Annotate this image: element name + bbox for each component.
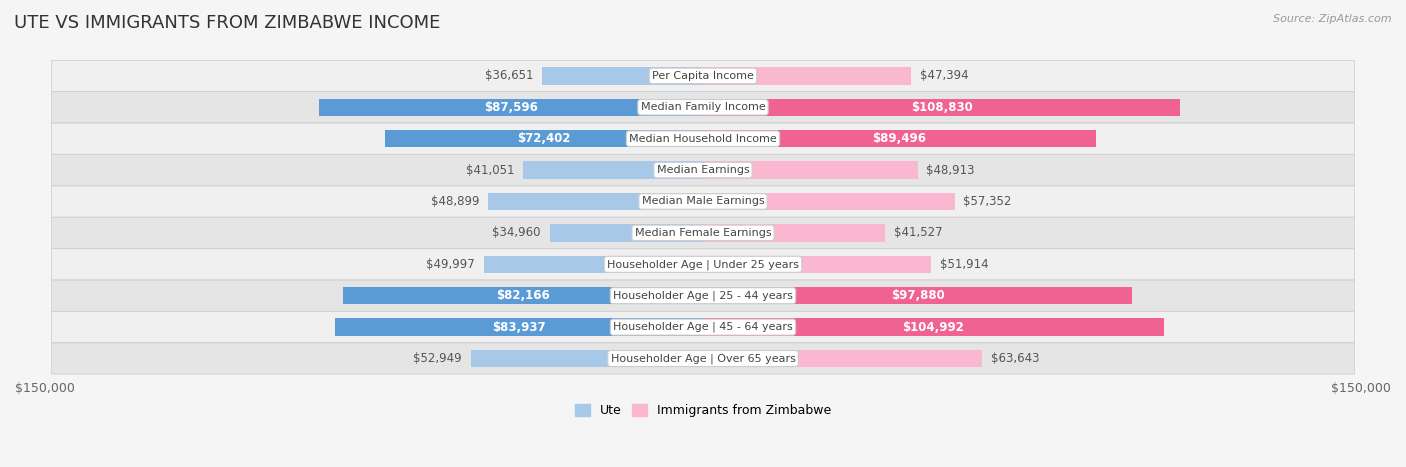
Text: $36,651: $36,651: [485, 70, 533, 82]
Bar: [703, 318, 1164, 336]
Bar: [319, 99, 703, 116]
Text: $83,937: $83,937: [492, 321, 546, 333]
FancyBboxPatch shape: [52, 92, 1354, 123]
Bar: [703, 162, 918, 179]
Text: Median Female Earnings: Median Female Earnings: [634, 228, 772, 238]
Bar: [703, 67, 911, 85]
Bar: [335, 318, 703, 336]
Text: $63,643: $63,643: [991, 352, 1039, 365]
Bar: [471, 350, 703, 367]
Text: $41,051: $41,051: [465, 163, 515, 177]
Bar: [703, 99, 1181, 116]
FancyBboxPatch shape: [52, 60, 1354, 92]
Text: UTE VS IMMIGRANTS FROM ZIMBABWE INCOME: UTE VS IMMIGRANTS FROM ZIMBABWE INCOME: [14, 14, 440, 32]
Text: $52,949: $52,949: [413, 352, 463, 365]
Text: Householder Age | 25 - 44 years: Householder Age | 25 - 44 years: [613, 290, 793, 301]
Text: $47,394: $47,394: [920, 70, 969, 82]
Text: Median Earnings: Median Earnings: [657, 165, 749, 175]
FancyBboxPatch shape: [52, 217, 1354, 248]
Bar: [703, 193, 955, 210]
Bar: [703, 130, 1095, 147]
Text: $108,830: $108,830: [911, 101, 973, 114]
Bar: [343, 287, 703, 304]
Text: Median Male Earnings: Median Male Earnings: [641, 197, 765, 206]
Bar: [543, 67, 703, 85]
Bar: [703, 224, 886, 241]
Text: $57,352: $57,352: [963, 195, 1012, 208]
Text: $82,166: $82,166: [496, 289, 550, 302]
Text: Source: ZipAtlas.com: Source: ZipAtlas.com: [1274, 14, 1392, 24]
Text: $41,527: $41,527: [894, 226, 942, 240]
FancyBboxPatch shape: [52, 311, 1354, 343]
FancyBboxPatch shape: [52, 186, 1354, 217]
Text: $97,880: $97,880: [891, 289, 945, 302]
Text: $72,402: $72,402: [517, 132, 571, 145]
Bar: [523, 162, 703, 179]
Text: Median Household Income: Median Household Income: [628, 134, 778, 144]
FancyBboxPatch shape: [52, 123, 1354, 154]
FancyBboxPatch shape: [52, 249, 1354, 280]
Bar: [550, 224, 703, 241]
Text: Householder Age | 45 - 64 years: Householder Age | 45 - 64 years: [613, 322, 793, 333]
Text: $89,496: $89,496: [872, 132, 927, 145]
Bar: [488, 193, 703, 210]
Bar: [484, 255, 703, 273]
Text: Median Family Income: Median Family Income: [641, 102, 765, 112]
Bar: [385, 130, 703, 147]
Text: $49,997: $49,997: [426, 258, 475, 271]
Bar: [703, 287, 1132, 304]
Text: $51,914: $51,914: [939, 258, 988, 271]
Legend: Ute, Immigrants from Zimbabwe: Ute, Immigrants from Zimbabwe: [569, 399, 837, 422]
Text: Per Capita Income: Per Capita Income: [652, 71, 754, 81]
Text: Householder Age | Over 65 years: Householder Age | Over 65 years: [610, 353, 796, 364]
Text: $87,596: $87,596: [484, 101, 537, 114]
Text: Householder Age | Under 25 years: Householder Age | Under 25 years: [607, 259, 799, 269]
FancyBboxPatch shape: [52, 343, 1354, 374]
Text: $104,992: $104,992: [903, 321, 965, 333]
FancyBboxPatch shape: [52, 155, 1354, 186]
Bar: [703, 350, 983, 367]
FancyBboxPatch shape: [52, 280, 1354, 311]
Text: $48,899: $48,899: [432, 195, 479, 208]
Text: $34,960: $34,960: [492, 226, 541, 240]
Bar: [703, 255, 931, 273]
Text: $48,913: $48,913: [927, 163, 974, 177]
